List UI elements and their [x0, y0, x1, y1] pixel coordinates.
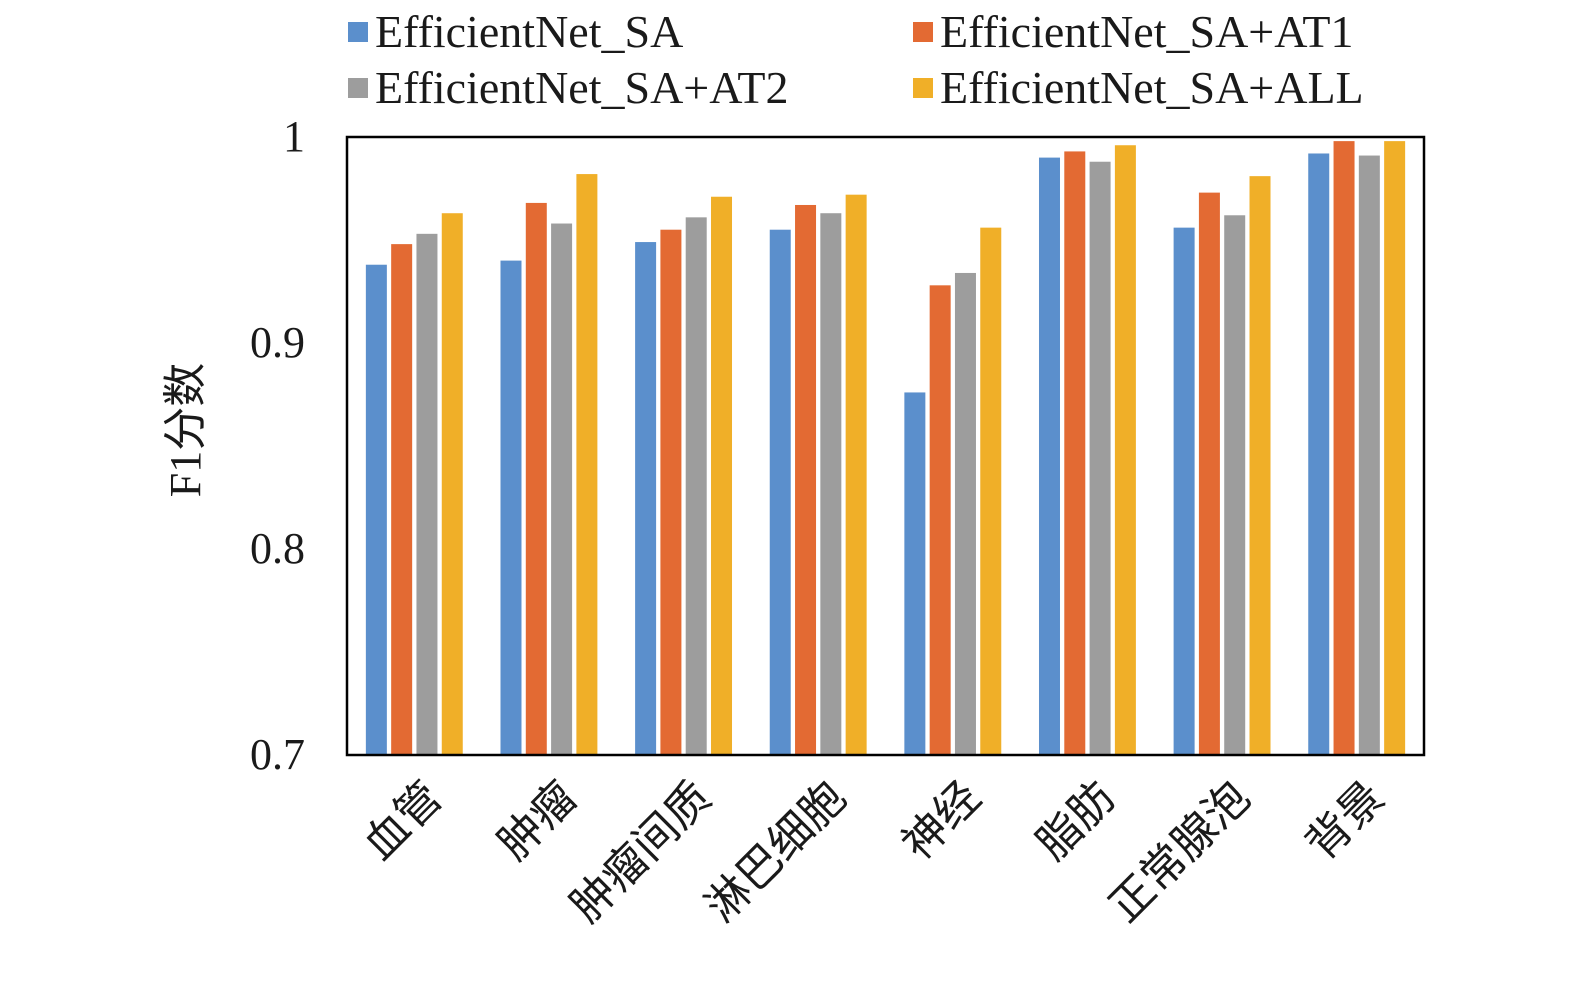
legend-swatch [348, 22, 368, 42]
x-category-label: 神经 [892, 772, 990, 870]
x-category-label: 肿瘤 [488, 772, 586, 870]
bar [820, 213, 842, 756]
x-category-label: 肿瘤间质 [561, 772, 722, 933]
legend-entry-label: EfficientNet_SA+ALL [940, 62, 1364, 113]
y-tick-label: 1 [283, 112, 305, 161]
bar [660, 229, 682, 755]
bar [769, 229, 791, 755]
legend-swatch [913, 78, 933, 98]
x-category-label: 背景 [1296, 772, 1394, 870]
bar [1089, 161, 1111, 756]
bar [1249, 176, 1271, 755]
bar [685, 217, 707, 756]
bar [416, 233, 438, 755]
bar [391, 244, 413, 755]
bar [795, 204, 817, 756]
bar [1173, 227, 1195, 755]
bar [980, 227, 1002, 755]
y-tick-label: 0.7 [250, 730, 305, 779]
bars [365, 141, 1406, 756]
bar [1384, 141, 1406, 755]
bar [1224, 215, 1246, 755]
bar [1038, 157, 1060, 756]
x-category-label: 正常腺泡 [1099, 772, 1260, 933]
bar [1114, 145, 1136, 756]
bar [500, 260, 522, 755]
bar [576, 174, 598, 755]
legend-swatch [348, 78, 368, 98]
bar [711, 196, 733, 756]
x-category-label: 脂肪 [1027, 772, 1125, 870]
legend-entry-label: EfficientNet_SA+AT2 [375, 62, 788, 113]
bar [365, 264, 387, 755]
bar [845, 194, 867, 755]
y-tick-label: 0.9 [250, 318, 305, 367]
plot-area-frame [345, 135, 1426, 757]
bar [1064, 151, 1086, 756]
legend-swatch [913, 22, 933, 42]
bar [929, 285, 951, 755]
legend-entry-label: EfficientNet_SA [375, 6, 683, 57]
x-category-label: 血管 [354, 772, 452, 870]
bar [441, 213, 463, 756]
bar [954, 272, 976, 755]
y-axis-ticks: 0.7 0.8 0.9 1 [250, 112, 305, 779]
bar [904, 392, 926, 755]
bar [551, 223, 573, 755]
legend: EfficientNet_SA EfficientNet_SA+AT1Effici… [348, 6, 1364, 113]
bar [1198, 192, 1220, 755]
bar [635, 242, 657, 755]
bar [1358, 155, 1380, 756]
bar [1308, 153, 1330, 756]
legend-entry-label: EfficientNet_SA+AT1 [940, 6, 1353, 57]
y-axis-title: F1分数 [161, 363, 210, 497]
y-tick-label: 0.8 [250, 524, 305, 573]
x-category-label: 淋巴细胞 [695, 772, 856, 933]
bar [1333, 141, 1355, 755]
bar [525, 202, 547, 756]
